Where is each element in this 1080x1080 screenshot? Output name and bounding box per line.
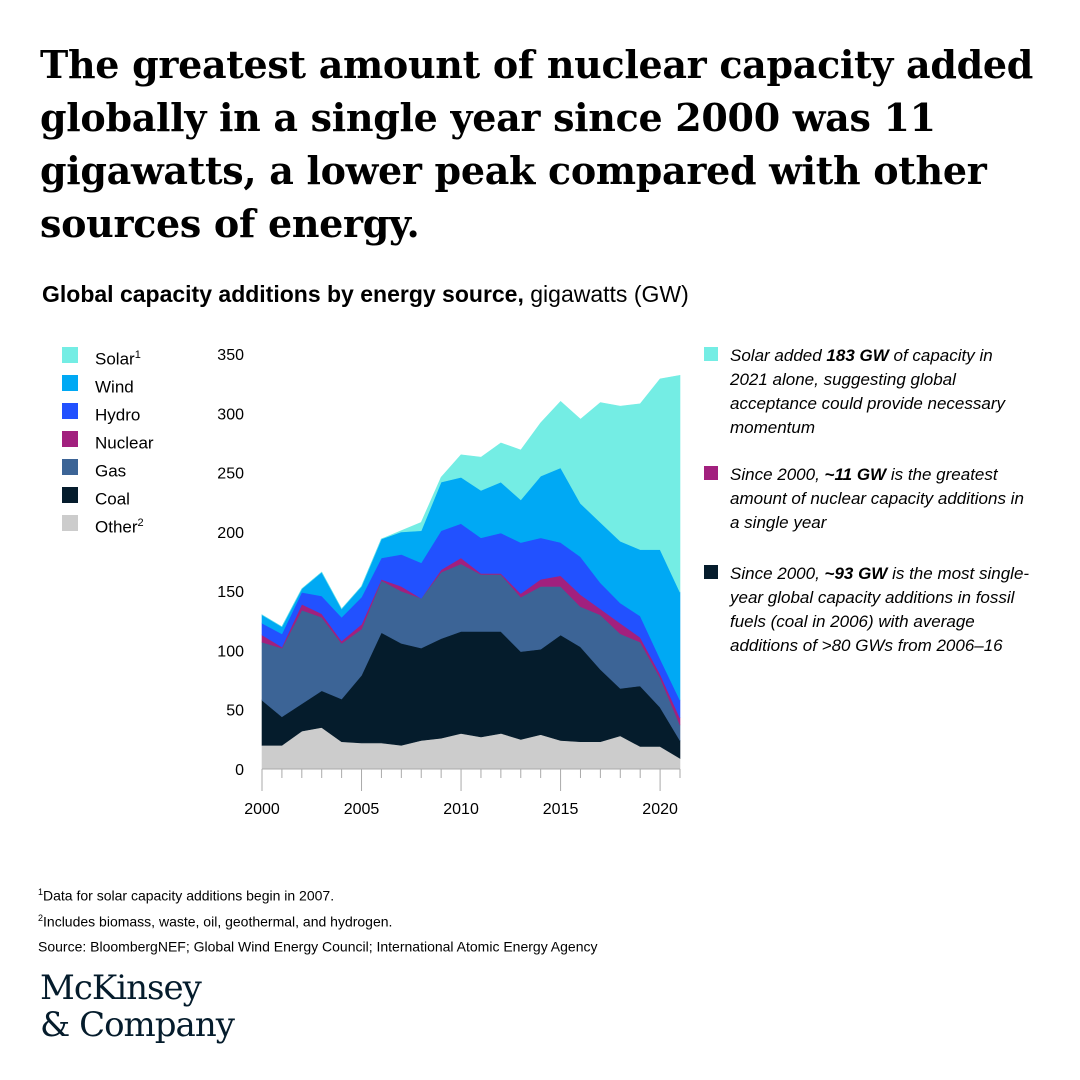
legend-swatch-wind — [62, 375, 78, 391]
footnote-1: 1Data for solar capacity additions begin… — [38, 887, 335, 904]
footnote-source: Source: BloombergNEF; Global Wind Energy… — [38, 938, 598, 955]
y-tick-label: 50 — [226, 703, 244, 720]
footnote-2: 2Includes biomass, waste, oil, geotherma… — [38, 912, 393, 930]
x-tick-label: 2000 — [244, 801, 280, 818]
y-tick-label: 300 — [217, 406, 244, 423]
legend-swatch-solar — [62, 347, 78, 363]
x-tick-label: 2010 — [443, 801, 479, 818]
area-layers — [261, 374, 681, 770]
legend-swatch-gas — [62, 459, 78, 475]
chart-subtitle-main: Global capacity additions by energy sour… — [42, 281, 524, 307]
callout-swatch-nuclear — [704, 466, 718, 480]
callout-swatch-solar — [704, 347, 718, 361]
legend-swatch-coal — [62, 487, 78, 503]
chart-subtitle-unit: gigawatts (GW) — [523, 281, 689, 307]
legend-label-wind: Wind — [95, 377, 134, 397]
callout-text-solar: Solar added 183 GW of capacity in 2021 a… — [730, 346, 1005, 437]
y-tick-label: 250 — [217, 466, 244, 483]
mckinsey-logo: McKinsey & Company — [40, 968, 235, 1045]
chart-subtitle: Global capacity additions by energy sour… — [42, 279, 689, 309]
y-tick-label: 350 — [217, 347, 244, 364]
legend-label-gas: Gas — [95, 461, 127, 481]
legend-swatch-hydro — [62, 403, 78, 419]
legend-label-other: Other2 — [95, 517, 144, 537]
x-tick-label: 2015 — [543, 801, 579, 818]
legend-swatch-nuclear — [62, 431, 78, 447]
y-tick-label: 100 — [217, 643, 244, 660]
legend-label-solar: Solar1 — [95, 349, 141, 369]
y-tick-label: 150 — [217, 584, 244, 601]
footnotes: 1Data for solar capacity additions begin… — [38, 881, 598, 958]
legend-swatch-other — [62, 515, 78, 531]
callout-text-nuclear: Since 2000, ~11 GW is the greatest amoun… — [730, 465, 1024, 532]
legend-label-coal: Coal — [95, 489, 130, 509]
legend-label-hydro: Hydro — [95, 405, 141, 425]
y-tick-label: 0 — [235, 762, 244, 779]
y-tick-label: 200 — [217, 525, 244, 542]
x-tick-label: 2020 — [642, 801, 678, 818]
callout-text-coal: Since 2000, ~93 GW is the most single-ye… — [730, 564, 1030, 655]
axes: 2000 2005 2010 2015 2020 0 50 100 150 200 250 300 35… — [217, 347, 681, 818]
legend-label-nuclear: Nuclear — [95, 433, 154, 453]
headline: The greatest amount of nuclear capacity … — [40, 42, 1034, 246]
x-tick-label: 2005 — [344, 801, 380, 818]
callout-swatch-coal — [704, 565, 718, 579]
area-solar — [261, 374, 681, 628]
